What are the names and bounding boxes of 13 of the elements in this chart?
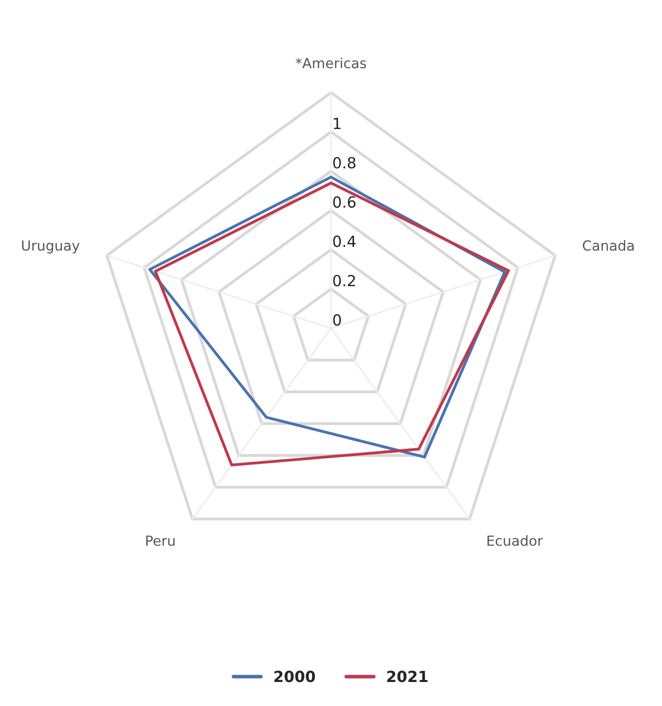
spoke-label: Canada — [582, 240, 634, 251]
spoke-label: Ecuador — [488, 535, 543, 546]
spoke-label: *Americas — [296, 58, 366, 68]
y-tick-label: 0.2 — [333, 274, 355, 286]
y-tick-label: 0.6 — [333, 196, 356, 208]
spoke-label: Uruguay — [22, 240, 80, 254]
y-tick-label: 0.4 — [333, 236, 356, 248]
y-tick-label: 0.8 — [333, 156, 356, 169]
legend-label: 2000 — [274, 670, 315, 682]
y-tick-label: 0 — [333, 314, 341, 326]
spoke-label: Peru — [146, 536, 175, 546]
legend-label: 2021 — [387, 670, 428, 682]
y-tick-label: 1 — [334, 118, 340, 130]
